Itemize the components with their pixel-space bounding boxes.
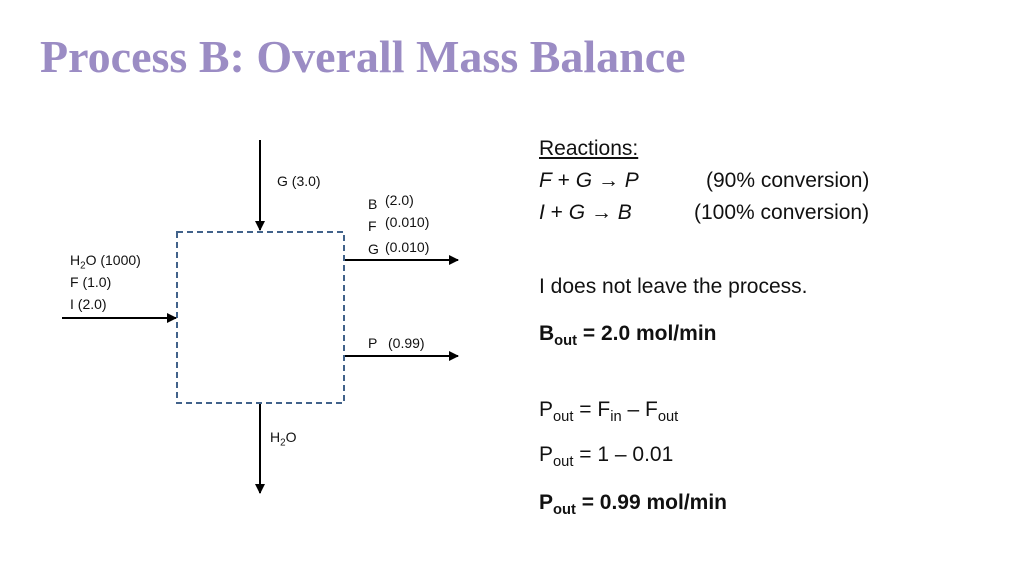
process-unit-box [176, 231, 345, 404]
product-p-value: (0.99) [388, 335, 425, 351]
outlet-g-name: G [368, 241, 379, 257]
b-out-result: Bout = 2.0 mol/min [539, 322, 717, 350]
feed-g-label: G (3.0) [277, 173, 321, 189]
reaction-2-conversion: (100% conversion) [694, 201, 870, 224]
p-out-result: Pout = 0.99 mol/min [539, 491, 728, 519]
inlet-i-label: I (2.0) [70, 296, 107, 312]
page-title: Process B: Overall Mass Balance [40, 31, 686, 82]
outlet-f-name: F [368, 218, 377, 234]
i-statement: I does not leave the process. [539, 275, 808, 298]
reaction-1-conversion: (90% conversion) [706, 169, 870, 192]
p-out-equation-2: Pout = 1 – 0.01 [539, 443, 674, 471]
inlet-f-label: F (1.0) [70, 274, 112, 290]
inlet-h2o-label: H2O (1000) [70, 252, 141, 272]
outlet-b-value: (2.0) [385, 192, 414, 208]
outlet-b-name: B [368, 196, 378, 212]
p-out-equation-1: Pout = Fin – Fout [539, 398, 679, 426]
product-p-name: P [368, 335, 378, 351]
water-outlet-label: H2O [270, 429, 297, 449]
outlet-g-value: (0.010) [385, 239, 430, 255]
reaction-2-equation: I + G → B [539, 201, 632, 224]
reaction-1-equation: F + G → P [539, 169, 639, 192]
outlet-f-value: (0.010) [385, 214, 430, 230]
reactions-heading: Reactions: [539, 137, 639, 160]
